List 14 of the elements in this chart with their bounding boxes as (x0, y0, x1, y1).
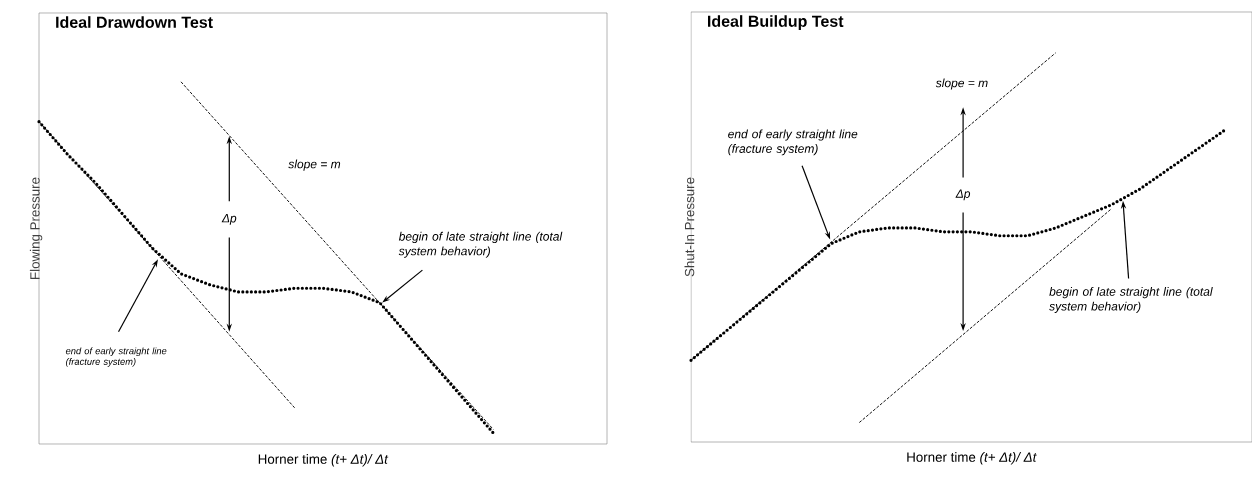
chart-title: Ideal Drawdown Test (56, 16, 213, 28)
annotation: begin of late straight line (total system behavior) (1049, 287, 1213, 313)
annotation: Δp (955, 189, 971, 201)
annotation: Δp (221, 214, 237, 225)
annotation: end of early straight line (fracture system) (65, 347, 167, 367)
annotation: slope = m (288, 159, 341, 171)
y-axis-title: Shut-In Pressure (684, 177, 695, 277)
chart-title: Ideal Buildup Test (708, 15, 844, 31)
annotation: end of early straight line (fracture system) (728, 129, 858, 156)
x-axis-title: Horner time (t+ Δt)/ Δt (907, 452, 1037, 465)
x-axis-title: Horner time (t+ Δt)/ Δt (258, 454, 389, 467)
annotation: slope = m (935, 78, 988, 90)
y-axis-title: Flowing Pressure (29, 177, 43, 279)
annotation: begin of late straight line (total system behavior) (398, 231, 563, 258)
